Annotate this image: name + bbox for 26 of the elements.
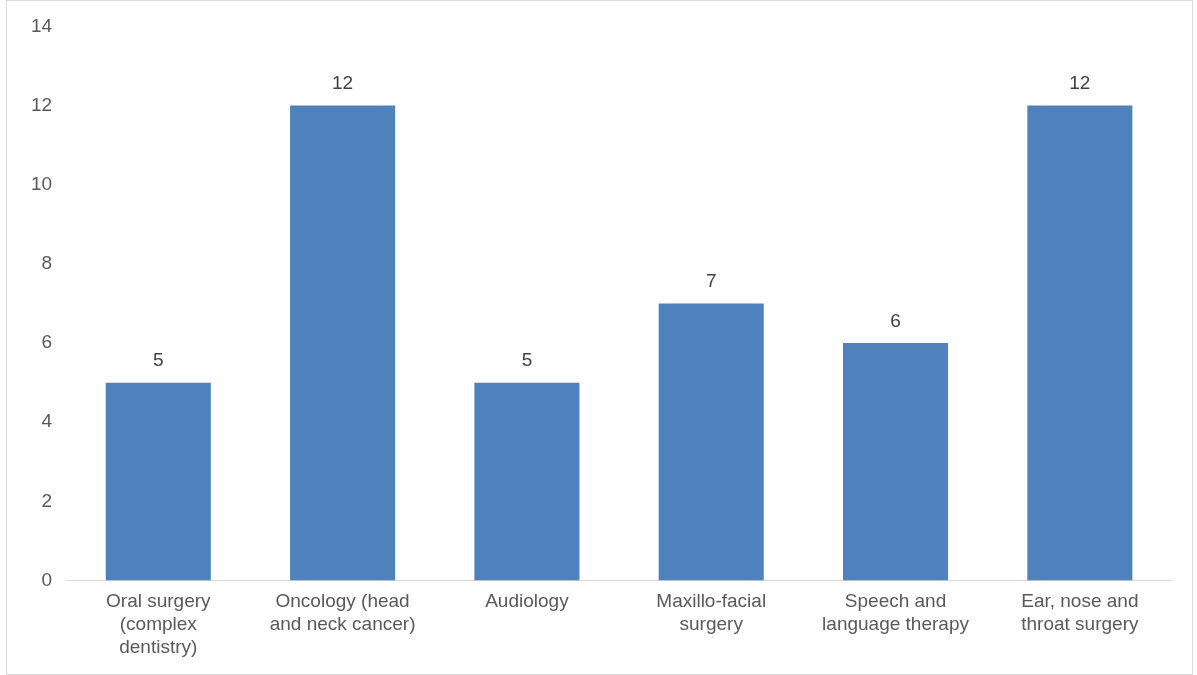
data-label: 12 <box>1069 72 1091 94</box>
bar <box>105 382 211 581</box>
y-tick-label: 8 <box>41 252 53 274</box>
data-label: 12 <box>332 72 354 94</box>
data-label: 7 <box>705 270 717 292</box>
x-tick-label: Maxillo-facial surgery <box>656 590 767 635</box>
y-tick-label: 0 <box>41 568 53 590</box>
data-label: 5 <box>153 349 164 371</box>
data-label: 6 <box>890 309 901 331</box>
bar <box>1027 105 1133 581</box>
data-label: 5 <box>521 349 533 371</box>
x-tick-label: Oral surgery (complex dentistry) <box>106 590 212 657</box>
x-tick-label: Audiology <box>485 590 570 612</box>
y-tick-label: 4 <box>41 410 53 432</box>
y-tick-label: 14 <box>30 14 53 36</box>
x-tick-label: Oncology (head and neck cancer) <box>269 590 416 635</box>
y-tick-label: 10 <box>30 172 53 194</box>
y-tick-label: 12 <box>30 93 53 115</box>
bar <box>658 303 764 581</box>
x-tick-label: Speech and language therapy <box>822 590 970 635</box>
x-tick-label: Ear, nose and throat surgery <box>1021 590 1139 635</box>
bar <box>843 343 949 581</box>
bar <box>290 105 396 581</box>
y-tick-label: 2 <box>41 489 53 511</box>
y-tick-label: 6 <box>41 331 53 353</box>
bar <box>474 382 580 581</box>
